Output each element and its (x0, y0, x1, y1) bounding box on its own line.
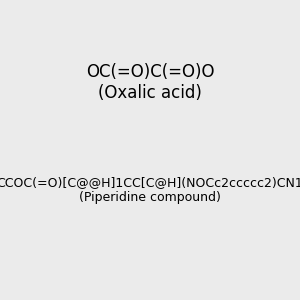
Text: CCOC(=O)[C@@H]1CC[C@H](NOCc2ccccc2)CN1
(Piperidine compound): CCOC(=O)[C@@H]1CC[C@H](NOCc2ccccc2)CN1 (… (0, 176, 300, 205)
Text: OC(=O)C(=O)O
(Oxalic acid): OC(=O)C(=O)O (Oxalic acid) (86, 63, 214, 102)
